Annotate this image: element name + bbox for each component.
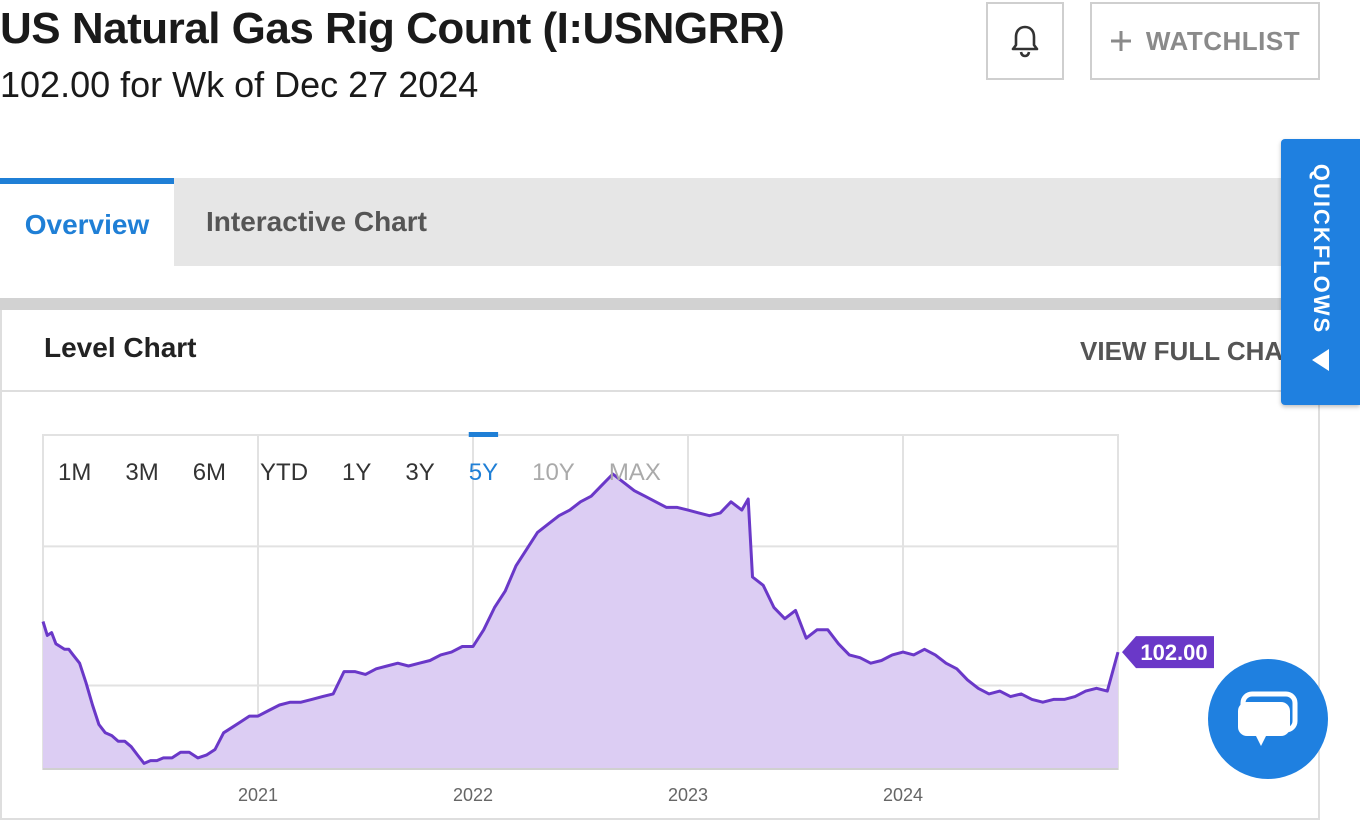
range-button[interactable]: YTD (260, 459, 308, 486)
range-button[interactable]: 1M (58, 459, 91, 486)
range-button[interactable]: 5Y (469, 459, 498, 486)
page-title: US Natural Gas Rig Count (I:USNGRR) (0, 4, 785, 53)
tab-bar: Overview Interactive Chart (0, 178, 1360, 266)
quickflows-tab[interactable]: QUICKFLOWS (1281, 139, 1360, 405)
watchlist-button[interactable]: WATCHLIST (1090, 2, 1320, 80)
tab-overview[interactable]: Overview (0, 178, 174, 266)
view-full-chart-link[interactable]: VIEW FULL CHART (1080, 336, 1318, 366)
range-button[interactable]: 1Y (342, 459, 371, 486)
level-chart-panel: Level Chart VIEW FULL CHART (0, 310, 1320, 820)
plus-icon (1110, 31, 1131, 51)
latest-value-subtitle: 102.00 for Wk of Dec 27 2024 (0, 64, 479, 105)
chat-button[interactable] (1208, 659, 1328, 779)
bell-icon (1011, 25, 1039, 58)
range-button[interactable]: 10Y (532, 459, 575, 486)
range-button[interactable]: MAX (609, 459, 661, 486)
triangle-left-icon (1312, 349, 1329, 371)
panel-title: Level Chart (44, 332, 197, 363)
chat-bubble-icon (1238, 691, 1298, 746)
watchlist-label: WATCHLIST (1145, 25, 1301, 56)
section-divider (0, 298, 1360, 310)
range-button[interactable]: 3Y (405, 459, 434, 486)
quickflows-label: QUICKFLOWS (1308, 163, 1334, 335)
panel-header: Level Chart VIEW FULL CHART (2, 310, 1318, 392)
alert-bell-button[interactable] (986, 2, 1064, 80)
range-button[interactable]: 6M (193, 459, 226, 486)
tab-interactive-chart[interactable]: Interactive Chart (206, 206, 427, 237)
range-button[interactable]: 3M (125, 459, 158, 486)
